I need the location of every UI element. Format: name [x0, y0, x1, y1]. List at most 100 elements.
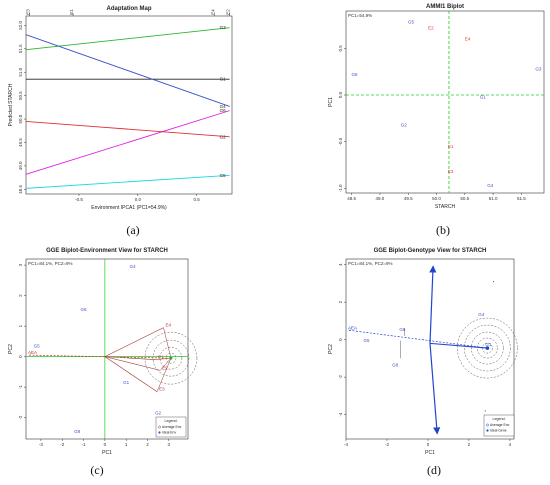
environment-label: E4: [165, 323, 171, 328]
x-tick-label: -1: [82, 442, 86, 447]
series-label-g2: G2: [220, 134, 227, 139]
env-vector: [104, 356, 158, 392]
genotype-label: G5: [34, 343, 41, 348]
y-tick-label: 49.0: [18, 161, 23, 170]
y-tick-label: 48.5: [18, 184, 23, 193]
x-axis-label: Environment IPCA1 (PC1=54.9%): [91, 205, 167, 211]
env-to-ideal-line: [160, 357, 172, 371]
ideal-env-ring: [152, 339, 190, 377]
x-tick-label: 50.5: [460, 196, 469, 201]
env-vector: [104, 356, 157, 360]
chart-title: Adaptation Map: [107, 6, 152, 12]
x-tick-label: 3: [168, 442, 171, 447]
env-to-ideal-line: [163, 327, 172, 359]
y-tick-label: 0.5: [338, 45, 343, 52]
environment-label: E4: [465, 37, 471, 42]
ata-arrow-up: [429, 265, 437, 344]
chart-title: GGE Biplot-Genotype View for STARCH: [374, 248, 487, 254]
series-line-g3: [25, 27, 230, 51]
series-line-g2: [25, 120, 230, 138]
x-tick-label: -0.5: [75, 197, 83, 202]
environment-label: E1: [448, 144, 454, 149]
genotype-label: G4: [478, 312, 485, 317]
legend-marker-ideal: [158, 431, 161, 434]
y-tick-label: 50.5: [18, 91, 23, 100]
chart-subtitle: PC1=54.9%: [348, 13, 372, 18]
legend-box: [155, 416, 187, 438]
y-tick-label: 52.0: [18, 20, 23, 29]
ideal-genotype-ring: [477, 337, 498, 359]
x-axis-label: PC1: [102, 450, 112, 456]
genotype-label: G5: [363, 338, 370, 343]
series-label-g3: G3: [220, 25, 227, 30]
genotype-label: G6: [81, 307, 88, 312]
y-tick-label: -2: [338, 375, 343, 379]
y-axis-label: PC2: [328, 344, 334, 354]
genotype-label: G3: [535, 66, 542, 71]
ideal-env-marker: [169, 356, 173, 360]
aea-label: AEA: [348, 325, 357, 330]
genotype-label: G1: [123, 380, 130, 385]
chart-subtitle: PC1=84.1%, PC2=9%: [28, 261, 73, 266]
y-tick-label: 49.5: [18, 138, 23, 147]
plot-frame-b: [345, 10, 545, 194]
x-tick-label: 4: [509, 442, 512, 447]
env-vector: [104, 356, 161, 371]
chart-title: AMMI1 Biplot: [426, 4, 464, 10]
legend-title: Legend:: [165, 419, 178, 423]
panel-caption: (a): [126, 223, 139, 237]
x-tick-label: 0: [104, 442, 107, 447]
env-vector: [104, 327, 164, 357]
environment-label: E3: [159, 387, 165, 392]
y-tick-label: 50.0: [18, 114, 23, 123]
y-axis-label: PC1: [328, 97, 334, 107]
legend-marker-ideal: [486, 429, 489, 432]
x-tick-label: -3: [39, 442, 43, 447]
panel-caption: (b): [436, 223, 450, 237]
y-tick-label: -4: [338, 412, 343, 416]
genotype-label: G2: [155, 411, 162, 416]
ata-arrow-down: [429, 343, 441, 435]
x-tick-label: -2: [385, 442, 389, 447]
minor-point: [492, 280, 495, 283]
x-tick-label: 1: [125, 442, 128, 447]
series-label-g1: G1: [220, 77, 227, 82]
y-tick-label: 51.5: [18, 44, 23, 53]
legend-item: Average Env: [490, 423, 510, 427]
y-tick-label: 0: [18, 355, 23, 358]
genotype-label: G4: [130, 264, 137, 269]
legend-title: Legend:: [493, 417, 506, 421]
x-tick-label: 2: [468, 442, 471, 447]
ideal-env-ring: [159, 346, 183, 370]
y-tick-label: 3: [18, 263, 23, 266]
legend-marker-average: [486, 423, 489, 427]
x-tick-label: 49.0: [376, 196, 385, 201]
legend-box: [483, 414, 515, 437]
x-tick-label: 51.0: [489, 196, 498, 201]
x-tick-label: 0: [427, 442, 430, 447]
y-axis-label: PC2: [8, 344, 14, 354]
genotype-label: G1: [480, 94, 487, 99]
y-tick-label: 0.0: [338, 91, 343, 98]
environment-label: E3: [448, 169, 454, 174]
y-tick-label: -1: [18, 385, 23, 389]
plot-frame-d: [345, 258, 515, 440]
panel-caption: (c): [90, 463, 103, 477]
x-axis-label: PC1: [425, 450, 435, 456]
env-to-ideal-line: [156, 357, 171, 360]
genotype-label: G5: [408, 20, 415, 25]
legend-item: Ideal Env: [162, 431, 176, 435]
x-tick-label: -2: [60, 442, 64, 447]
genotype-label: G4: [487, 183, 494, 188]
y-tick-label: -1.0: [338, 184, 343, 192]
ideal-genotype-ring: [464, 324, 511, 372]
environment-label: E1: [158, 355, 164, 360]
y-axis-label: Predicted STARCH: [8, 83, 14, 126]
chart-title: GGE Biplot-Environment View for STARCH: [46, 248, 168, 254]
ideal-genotype-marker: [485, 346, 490, 350]
y-tick-label: 2: [18, 294, 23, 297]
env-to-ideal-line: [156, 358, 172, 392]
y-tick-label: 4: [338, 263, 343, 266]
x-tick-label: 48.5: [347, 196, 356, 201]
